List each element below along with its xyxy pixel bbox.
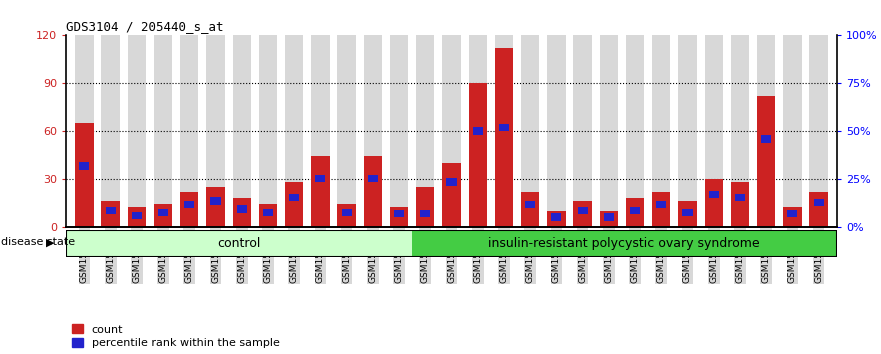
Bar bbox=[101, 201, 120, 227]
Bar bbox=[730, 35, 749, 227]
Bar bbox=[810, 35, 828, 227]
Bar bbox=[683, 209, 692, 216]
Bar bbox=[289, 194, 300, 201]
Bar bbox=[411, 230, 837, 257]
Bar bbox=[128, 207, 146, 227]
Bar bbox=[342, 209, 352, 216]
Bar bbox=[158, 209, 168, 216]
Bar bbox=[75, 123, 93, 227]
Bar bbox=[390, 35, 408, 227]
Bar bbox=[603, 213, 614, 221]
Bar bbox=[552, 213, 561, 221]
Bar bbox=[75, 35, 93, 227]
Bar bbox=[390, 207, 408, 227]
Bar bbox=[705, 35, 723, 227]
Bar bbox=[233, 35, 251, 227]
Bar bbox=[420, 210, 430, 217]
Bar bbox=[367, 175, 378, 182]
Bar bbox=[705, 179, 723, 227]
Bar bbox=[211, 198, 220, 205]
Bar bbox=[574, 201, 592, 227]
Bar bbox=[184, 201, 195, 208]
Bar bbox=[495, 48, 513, 227]
Bar bbox=[79, 162, 90, 170]
Bar bbox=[810, 192, 828, 227]
Legend: count, percentile rank within the sample: count, percentile rank within the sample bbox=[71, 324, 279, 348]
Bar bbox=[469, 83, 487, 227]
Bar bbox=[132, 212, 142, 219]
Bar bbox=[337, 204, 356, 227]
Bar bbox=[473, 127, 483, 135]
Bar bbox=[364, 35, 382, 227]
Bar bbox=[499, 124, 509, 131]
Bar bbox=[630, 207, 640, 214]
Bar bbox=[678, 201, 697, 227]
Bar bbox=[730, 182, 749, 227]
Bar bbox=[259, 204, 278, 227]
Bar bbox=[652, 35, 670, 227]
Bar bbox=[66, 230, 411, 257]
Text: ▶: ▶ bbox=[46, 238, 55, 247]
Bar bbox=[237, 205, 247, 213]
Bar bbox=[416, 187, 434, 227]
Bar bbox=[442, 35, 461, 227]
Text: disease state: disease state bbox=[1, 238, 75, 247]
Bar bbox=[154, 204, 173, 227]
Bar bbox=[547, 35, 566, 227]
Bar bbox=[101, 35, 120, 227]
Bar bbox=[180, 192, 198, 227]
Bar bbox=[154, 35, 173, 227]
Bar bbox=[495, 35, 513, 227]
Text: insulin-resistant polycystic ovary syndrome: insulin-resistant polycystic ovary syndr… bbox=[488, 237, 760, 250]
Bar bbox=[757, 96, 775, 227]
Bar bbox=[656, 201, 666, 208]
Bar bbox=[757, 35, 775, 227]
Bar bbox=[442, 163, 461, 227]
Bar bbox=[735, 194, 745, 201]
Bar bbox=[652, 192, 670, 227]
Bar bbox=[574, 35, 592, 227]
Bar bbox=[394, 210, 404, 217]
Bar bbox=[761, 135, 771, 143]
Bar bbox=[206, 187, 225, 227]
Bar bbox=[285, 182, 303, 227]
Bar bbox=[416, 35, 434, 227]
Bar bbox=[708, 191, 719, 198]
Bar bbox=[259, 35, 278, 227]
Bar bbox=[600, 35, 618, 227]
Bar bbox=[206, 35, 225, 227]
Bar bbox=[600, 211, 618, 227]
Bar bbox=[813, 199, 824, 206]
Bar bbox=[285, 35, 303, 227]
Bar bbox=[469, 35, 487, 227]
Bar bbox=[626, 198, 644, 227]
Bar bbox=[521, 192, 539, 227]
Bar bbox=[311, 35, 329, 227]
Bar bbox=[364, 156, 382, 227]
Bar bbox=[783, 35, 802, 227]
Bar bbox=[626, 35, 644, 227]
Bar bbox=[447, 178, 456, 185]
Bar bbox=[678, 35, 697, 227]
Bar bbox=[263, 209, 273, 216]
Text: control: control bbox=[218, 237, 261, 250]
Bar bbox=[315, 175, 325, 182]
Bar bbox=[525, 201, 536, 208]
Bar bbox=[547, 211, 566, 227]
Text: GDS3104 / 205440_s_at: GDS3104 / 205440_s_at bbox=[66, 20, 224, 33]
Bar bbox=[783, 207, 802, 227]
Bar bbox=[233, 198, 251, 227]
Bar bbox=[311, 156, 329, 227]
Bar bbox=[180, 35, 198, 227]
Bar bbox=[128, 35, 146, 227]
Bar bbox=[578, 207, 588, 214]
Bar bbox=[337, 35, 356, 227]
Bar bbox=[788, 210, 797, 217]
Bar bbox=[106, 207, 115, 214]
Bar bbox=[521, 35, 539, 227]
